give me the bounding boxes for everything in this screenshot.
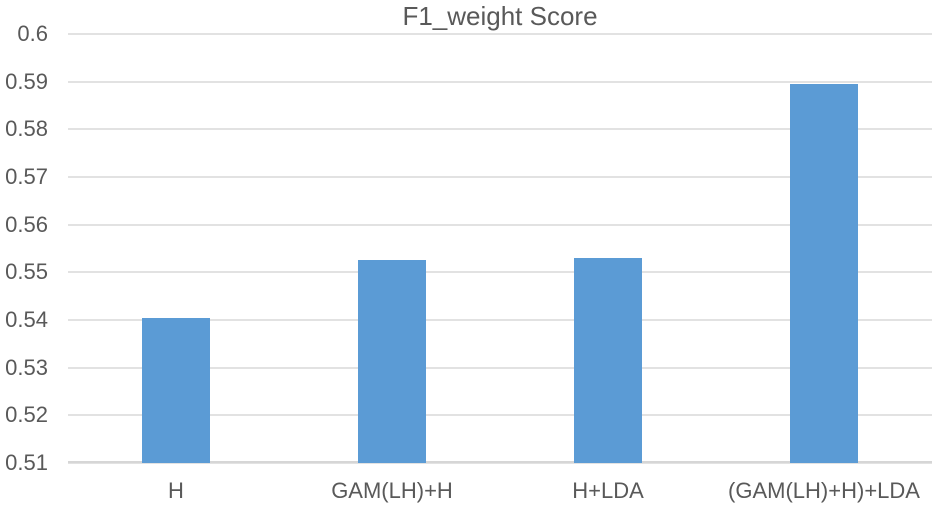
gridline xyxy=(68,176,932,178)
y-axis-tick-label: 0.51 xyxy=(5,450,48,475)
gridline xyxy=(68,128,932,131)
y-axis-tick-label: 0.59 xyxy=(5,68,48,94)
x-axis-category-label: H+LDA xyxy=(572,478,644,503)
y-axis-tick-label: 0.6 xyxy=(17,21,48,46)
gridline xyxy=(68,271,932,274)
y-axis-tick-label: 0.52 xyxy=(5,402,48,428)
gridline xyxy=(68,319,932,321)
x-axis-line xyxy=(68,461,932,463)
x-axis-category-label: (GAM(LH)+H)+LDA xyxy=(728,478,920,503)
y-axis-tick-label: 0.53 xyxy=(5,354,48,380)
gridline xyxy=(68,414,932,417)
gridline xyxy=(68,33,932,35)
bar xyxy=(790,84,858,463)
bar xyxy=(574,258,642,463)
gridline xyxy=(68,462,932,464)
x-axis-category-label: GAM(LH)+H xyxy=(331,478,453,503)
chart-title: F1_weight Score xyxy=(402,1,598,31)
gridline xyxy=(68,80,932,83)
bar xyxy=(358,260,426,463)
y-axis-tick-label: 0.55 xyxy=(5,259,48,285)
y-axis-tick-label: 0.58 xyxy=(5,116,48,142)
bar xyxy=(142,317,210,463)
gridline xyxy=(68,366,932,369)
x-axis-category-label: H xyxy=(168,478,184,503)
y-axis-tick-label: 0.54 xyxy=(5,307,48,332)
y-axis-tick-label: 0.57 xyxy=(5,164,48,189)
y-axis-tick-label: 0.56 xyxy=(5,211,48,237)
gridline xyxy=(68,223,932,226)
